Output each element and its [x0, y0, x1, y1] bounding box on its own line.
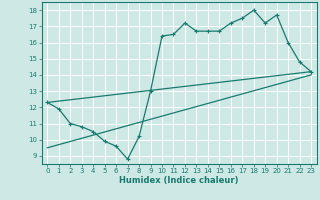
X-axis label: Humidex (Indice chaleur): Humidex (Indice chaleur) [119, 176, 239, 185]
